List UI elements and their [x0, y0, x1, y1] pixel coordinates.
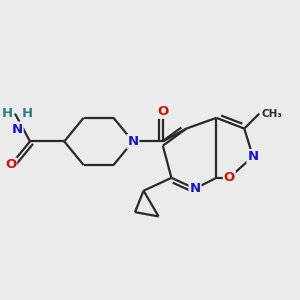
Text: N: N — [12, 122, 23, 136]
Text: H: H — [21, 107, 33, 120]
Text: N: N — [247, 150, 258, 163]
Text: N: N — [189, 182, 201, 195]
Text: O: O — [224, 171, 235, 184]
Text: O: O — [5, 158, 16, 172]
Text: H: H — [2, 107, 13, 120]
Text: CH₃: CH₃ — [261, 109, 282, 118]
Text: O: O — [157, 105, 169, 118]
Text: N: N — [127, 135, 138, 148]
